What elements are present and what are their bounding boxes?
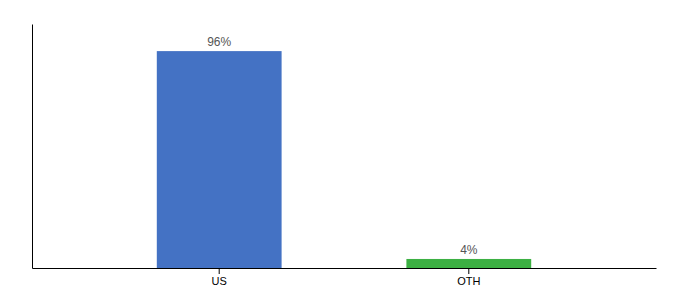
x-tick-mark [219,268,220,274]
data-label: 96% [207,35,231,49]
bar [406,259,531,268]
bars [157,51,531,268]
x-tick: OTH [457,268,480,287]
y-axis-line [32,25,33,269]
data-labels: 96% 4% [207,35,478,257]
x-tick-mark [468,268,469,274]
chart: US OTH 96% 4% [0,0,680,300]
bar [157,51,282,268]
y-axis [32,25,33,269]
x-axis-line [33,268,657,269]
x-tick-label: US [212,275,227,287]
x-tick-label: OTH [457,275,480,287]
x-tick: US [212,268,227,287]
data-label: 4% [460,243,478,257]
x-axis: US OTH [33,268,657,287]
plot: US OTH 96% 4% [33,25,657,287]
